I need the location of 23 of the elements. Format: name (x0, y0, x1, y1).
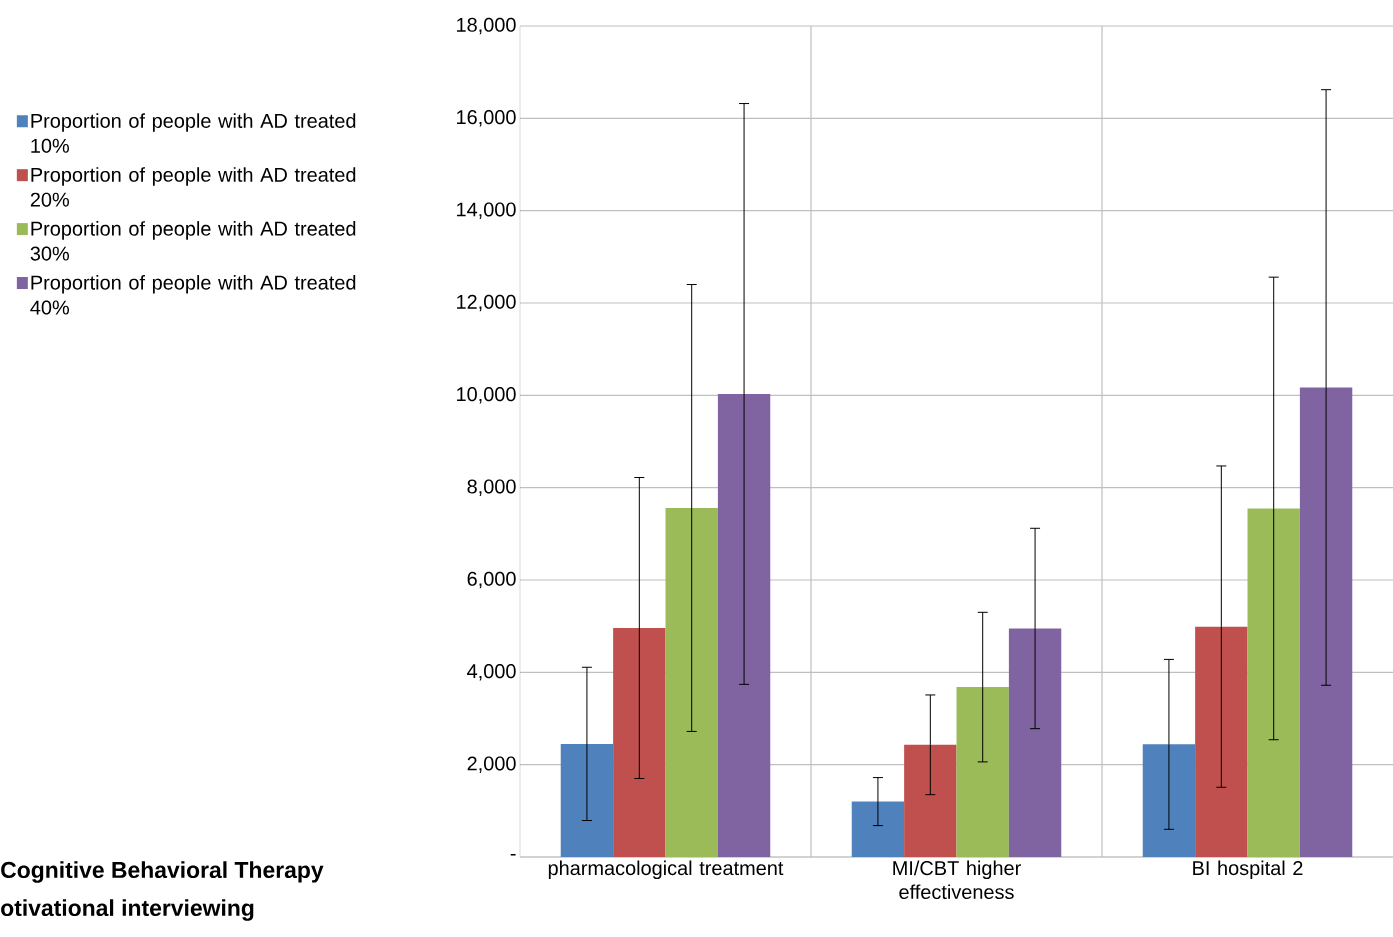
bar (1008, 628, 1062, 857)
y-tick-label: 14,000 (457, 202, 516, 219)
y-tick-label: - (510, 853, 516, 856)
x-tick-label: MI/CBT higher effectiveness (893, 860, 1021, 900)
bar (956, 687, 1009, 857)
text: otivational interviewing (1, 899, 254, 921)
legend-label: Proportion of people with AD treated 20% (30, 167, 356, 207)
bar (851, 801, 905, 857)
text: Cognitive Behavioral Therapy (1, 861, 324, 883)
x-tick-label: pharmacological treatment (548, 860, 784, 880)
y-tick-label: 16,000 (457, 110, 516, 127)
y-tick-label: 4,000 (467, 664, 516, 681)
legend-label: Proportion of people with AD treated 30% (30, 221, 356, 261)
legend-label: Proportion of people with AD treated 40% (30, 275, 356, 315)
y-tick-label: 2,000 (467, 756, 516, 773)
y-tick-label: 18,000 (457, 17, 516, 35)
y-tick-label: 12,000 (457, 294, 516, 312)
x-tick-label: BI hospital 2 (1193, 860, 1303, 880)
y-tick-label: 8,000 (467, 479, 516, 496)
bar (904, 744, 957, 857)
legend-label: Proportion of people with AD treated 10% (31, 113, 356, 153)
y-tick-label: 6,000 (467, 571, 516, 589)
y-tick-label: 10,000 (457, 387, 516, 404)
